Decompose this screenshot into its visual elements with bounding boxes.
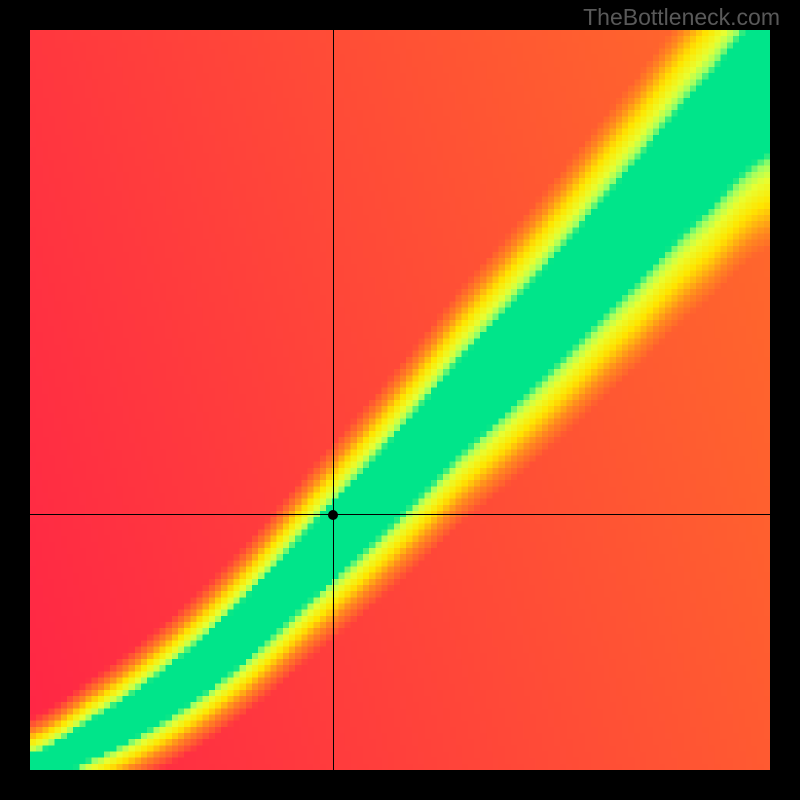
crosshair-horizontal	[30, 514, 770, 515]
watermark-text: TheBottleneck.com	[583, 4, 780, 31]
bottleneck-heatmap	[30, 30, 770, 770]
chart-container: { "watermark": { "text": "TheBottleneck.…	[0, 0, 800, 800]
crosshair-marker	[328, 510, 338, 520]
crosshair-vertical	[333, 30, 334, 770]
